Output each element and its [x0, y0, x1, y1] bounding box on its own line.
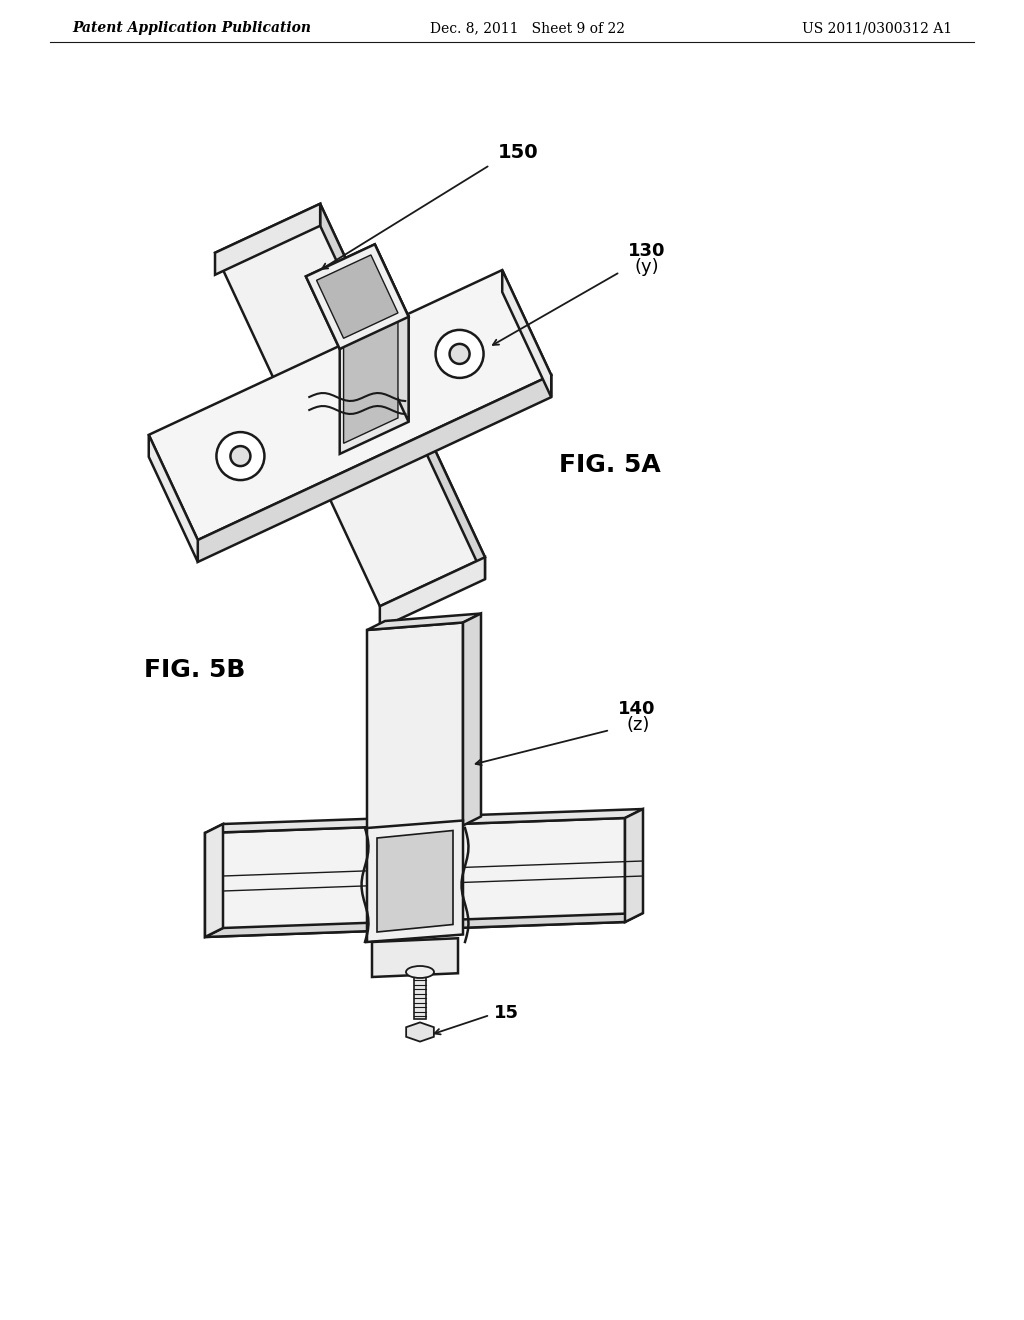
Polygon shape	[205, 809, 643, 833]
Text: (y): (y)	[634, 257, 658, 276]
Polygon shape	[367, 821, 463, 942]
Polygon shape	[316, 255, 398, 338]
Polygon shape	[367, 614, 481, 630]
Text: (z): (z)	[626, 715, 649, 734]
Circle shape	[230, 446, 251, 466]
Text: 15: 15	[494, 1005, 519, 1022]
Text: 140: 140	[618, 700, 655, 718]
Circle shape	[435, 330, 483, 378]
Polygon shape	[377, 830, 453, 932]
Polygon shape	[344, 313, 398, 444]
Circle shape	[450, 345, 470, 364]
Polygon shape	[625, 809, 643, 921]
Polygon shape	[375, 244, 409, 422]
Polygon shape	[321, 203, 485, 579]
Polygon shape	[306, 244, 409, 348]
Text: FIG. 5B: FIG. 5B	[144, 657, 246, 682]
Bar	[414, 977, 426, 1019]
Text: 150: 150	[498, 143, 539, 162]
Polygon shape	[205, 824, 223, 937]
Text: 130: 130	[628, 242, 666, 260]
Polygon shape	[502, 271, 551, 397]
Polygon shape	[463, 614, 481, 825]
Polygon shape	[148, 434, 198, 562]
Circle shape	[216, 432, 264, 480]
Text: Dec. 8, 2011   Sheet 9 of 22: Dec. 8, 2011 Sheet 9 of 22	[430, 21, 625, 36]
Polygon shape	[407, 1023, 434, 1041]
Ellipse shape	[406, 966, 434, 978]
Polygon shape	[380, 557, 485, 628]
Polygon shape	[198, 375, 551, 562]
Text: FIG. 5A: FIG. 5A	[559, 453, 660, 477]
Polygon shape	[205, 818, 625, 937]
Polygon shape	[372, 939, 458, 977]
Polygon shape	[205, 913, 643, 937]
Polygon shape	[148, 271, 551, 540]
Polygon shape	[215, 203, 485, 606]
Text: US 2011/0300312 A1: US 2011/0300312 A1	[802, 21, 952, 36]
Text: Patent Application Publication: Patent Application Publication	[72, 21, 311, 36]
Polygon shape	[367, 623, 463, 833]
Polygon shape	[340, 317, 409, 454]
Polygon shape	[316, 255, 398, 338]
Polygon shape	[306, 244, 409, 348]
Polygon shape	[215, 203, 321, 275]
